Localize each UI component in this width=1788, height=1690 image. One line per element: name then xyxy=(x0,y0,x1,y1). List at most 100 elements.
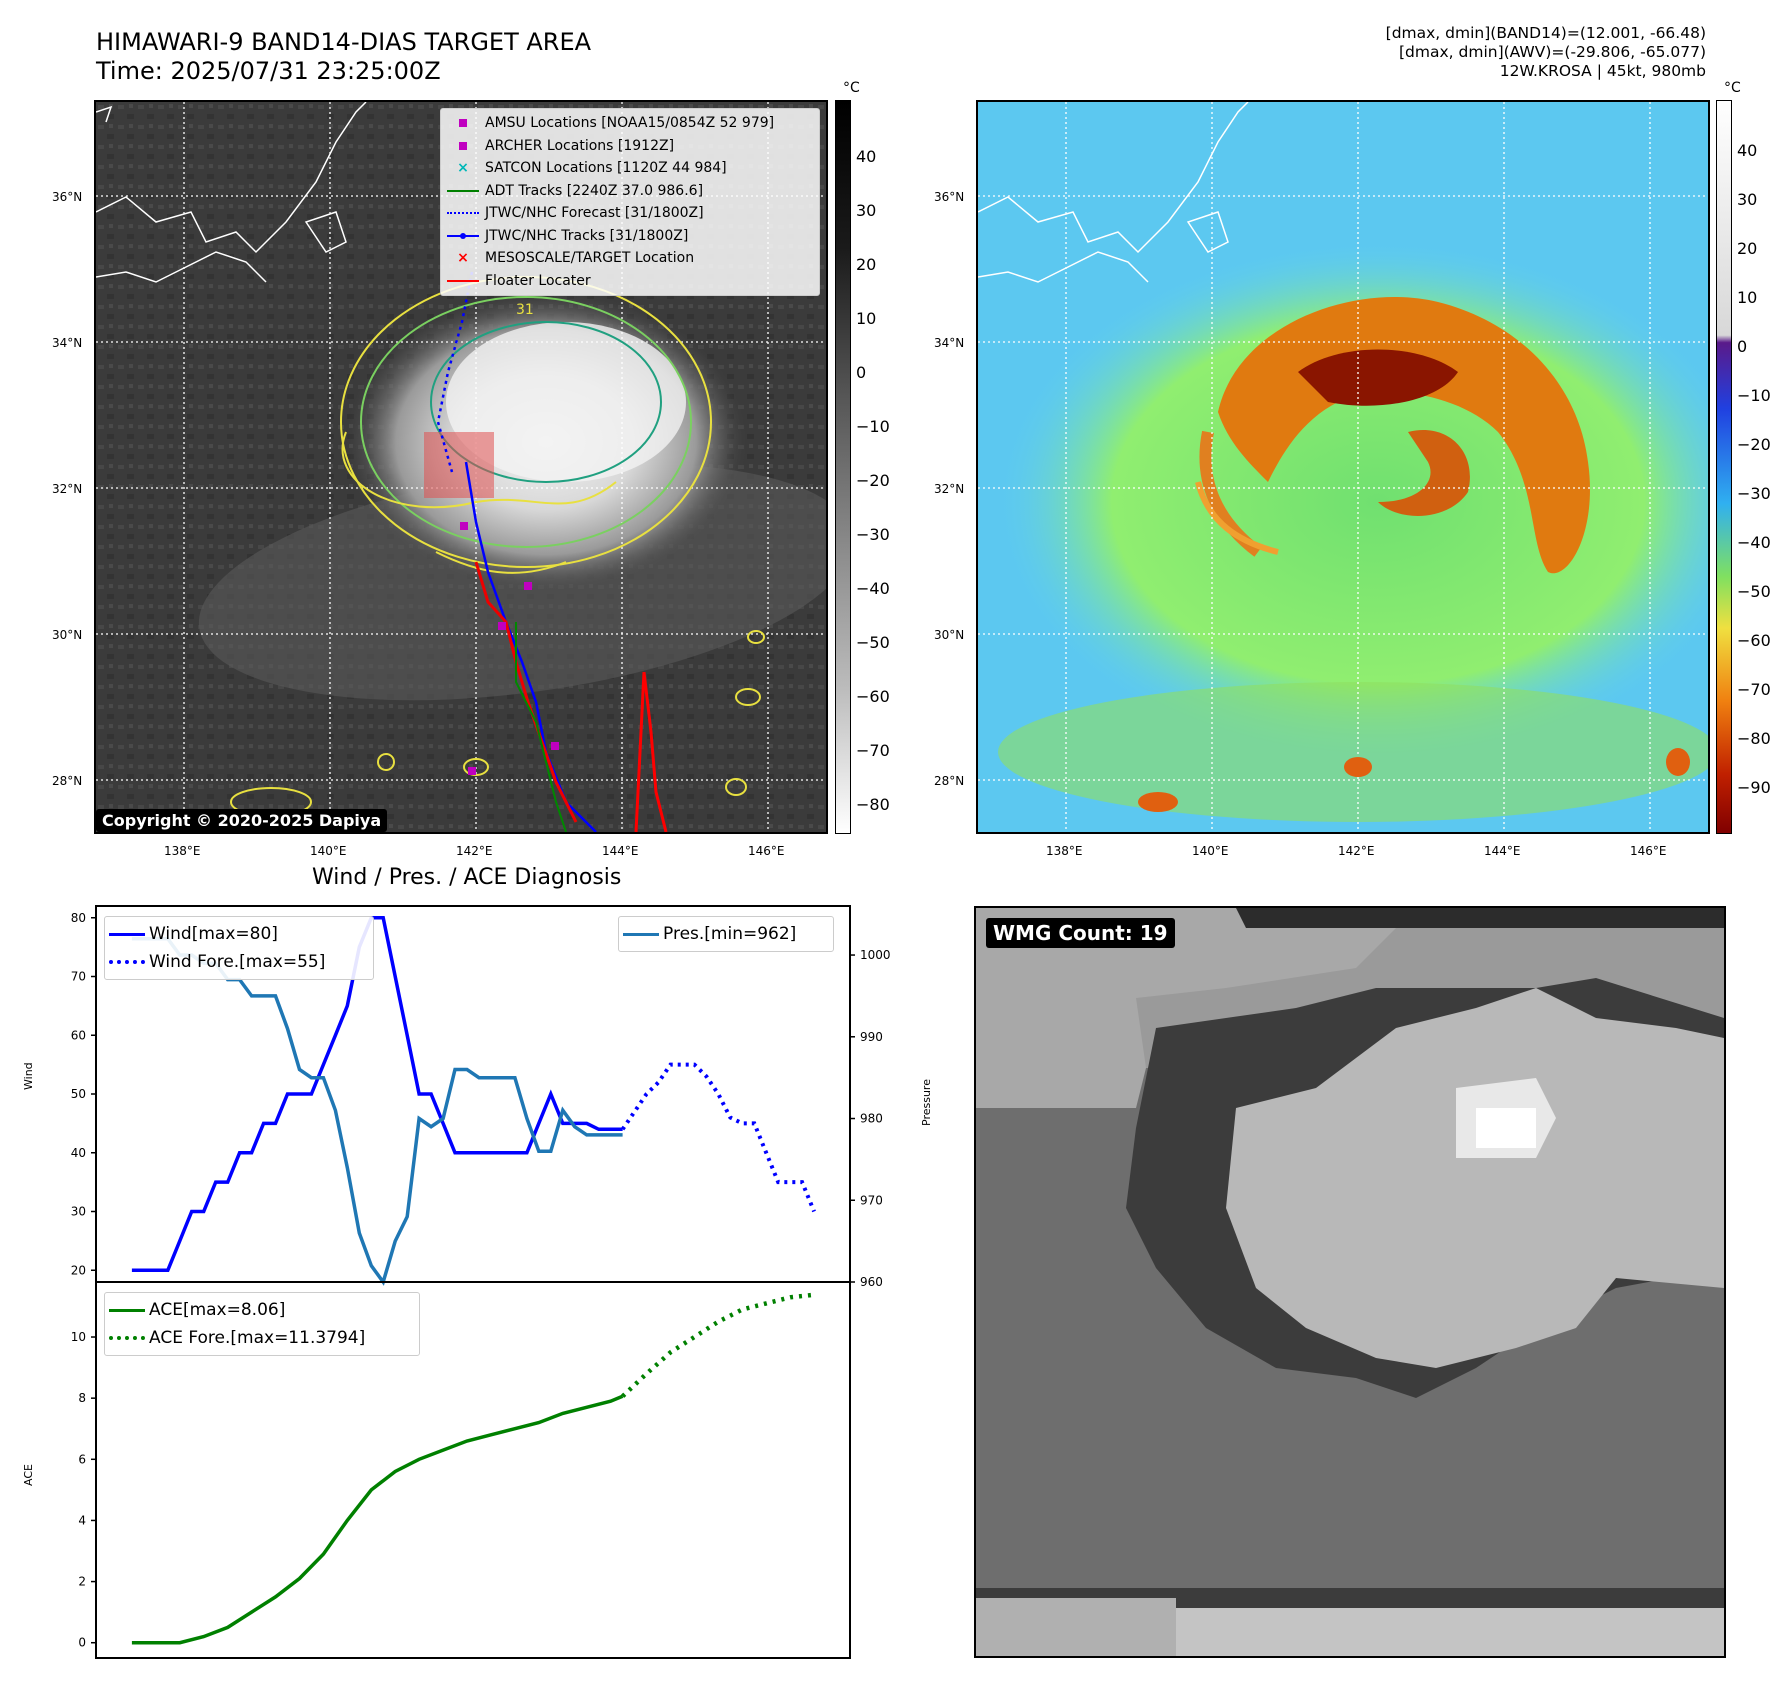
right-colorbar xyxy=(1716,100,1732,834)
red-x-icon: × xyxy=(457,250,469,267)
right-colorbar-tick: −90 xyxy=(1737,778,1771,797)
legend-pressure: Pres.[min=962] xyxy=(619,920,833,948)
lon-label: 144°E xyxy=(602,844,639,858)
left-colorbar-tick: −80 xyxy=(856,795,890,814)
map-legend: AMSU Locations [NOAA15/0854Z 52 979] ARC… xyxy=(440,108,820,296)
green-dotted-line-icon xyxy=(105,1336,149,1340)
ace-tick-label: 10 xyxy=(71,1330,86,1344)
lat-label: 30°N xyxy=(934,628,965,642)
ace-tick-label: 8 xyxy=(78,1391,86,1405)
awv-map xyxy=(976,100,1710,834)
lat-label: 30°N xyxy=(52,628,83,642)
left-colorbar-tick: −20 xyxy=(856,471,890,490)
wind-legend: Wind[max=80] Wind Fore.[max=55] xyxy=(104,916,374,980)
ace-series-line-0 xyxy=(131,1394,624,1645)
ace-tick-label: 2 xyxy=(78,1575,86,1589)
right-colorbar-tick: 20 xyxy=(1737,239,1758,258)
wind-tick-label: 50 xyxy=(71,1087,86,1101)
lat-label: 28°N xyxy=(934,774,965,788)
right-colorbar-tick: 30 xyxy=(1737,190,1758,209)
series-line-1 xyxy=(620,1062,816,1213)
legend-floater: Floater Locater xyxy=(441,270,819,293)
figure-time: Time: 2025/07/31 23:25:00Z xyxy=(96,57,441,85)
lat-label: 34°N xyxy=(52,336,83,350)
right-colorbar-tick: 0 xyxy=(1737,337,1748,356)
legend-adt: ADT Tracks [2240Z 37.0 986.6] xyxy=(441,180,819,203)
ace-legend: ACE[max=8.06] ACE Fore.[max=11.3794] xyxy=(104,1292,420,1356)
red-line-icon xyxy=(441,279,485,282)
steelblue-line-icon xyxy=(619,932,663,936)
blue-line-icon xyxy=(105,932,149,936)
legend-archer: ARCHER Locations [1912Z] xyxy=(441,135,819,158)
series-line-0 xyxy=(131,916,623,1273)
copyright-badge: Copyright © 2020-2025 Dapiya xyxy=(96,809,388,832)
left-colorbar-tick: −30 xyxy=(856,525,890,544)
green-line-icon xyxy=(105,1308,149,1312)
blue-dotted-line-icon xyxy=(105,960,149,964)
ace-axis-label: ACE xyxy=(22,1464,35,1486)
legend-label: JTWC/NHC Forecast [31/1800Z] xyxy=(485,205,704,222)
legend-wind-forecast: Wind Fore.[max=55] xyxy=(105,948,373,976)
figure-title: HIMAWARI-9 BAND14-DIAS TARGET AREA xyxy=(96,28,592,56)
lat-label: 36°N xyxy=(934,190,965,204)
lat-label: 32°N xyxy=(934,482,965,496)
left-colorbar-tick: −50 xyxy=(856,633,890,652)
awv-map-svg xyxy=(978,102,1708,832)
right-colorbar-tick: 40 xyxy=(1737,141,1758,160)
awv-range: [dmax, dmin](AWV)=(-29.806, -65.077) xyxy=(1399,43,1706,61)
contour-label: 31 xyxy=(516,302,534,318)
wmg-count-badge: WMG Count: 19 xyxy=(986,918,1175,948)
legend-target: × MESOSCALE/TARGET Location xyxy=(441,247,819,270)
legend-satcon: × SATCON Locations [1120Z 44 984] xyxy=(441,157,819,180)
right-colorbar-unit: °C xyxy=(1724,80,1741,96)
legend-label: Floater Locater xyxy=(485,272,591,289)
lon-label: 140°E xyxy=(310,844,347,858)
legend-label: Wind Fore.[max=55] xyxy=(149,952,326,972)
left-colorbar-tick: 10 xyxy=(856,309,877,328)
green-line-icon xyxy=(441,189,485,192)
legend-label: SATCON Locations [1120Z 44 984] xyxy=(485,160,727,177)
wmg-svg xyxy=(976,908,1724,1656)
legend-label: ACE Fore.[max=11.3794] xyxy=(149,1328,366,1348)
wind-tick-label: 80 xyxy=(71,911,86,925)
right-colorbar-tick: −10 xyxy=(1737,386,1771,405)
pressure-tick-label: 1000 xyxy=(860,948,891,962)
blue-line-dot-icon xyxy=(441,232,485,240)
left-colorbar-tick: −70 xyxy=(856,741,890,760)
left-colorbar-tick: 30 xyxy=(856,201,877,220)
pressure-tick-label: 990 xyxy=(860,1030,883,1044)
storm-info: 12W.KROSA | 45kt, 980mb xyxy=(1499,62,1706,80)
right-colorbar-tick: −80 xyxy=(1737,729,1771,748)
legend-label: ADT Tracks [2240Z 37.0 986.6] xyxy=(485,182,704,199)
left-colorbar-tick: −60 xyxy=(856,687,890,706)
ace-series-line-1 xyxy=(621,1292,815,1398)
legend-label: AMSU Locations [NOAA15/0854Z 52 979] xyxy=(485,115,775,132)
legend-forecast: JTWC/NHC Forecast [31/1800Z] xyxy=(441,202,819,225)
lon-label: 138°E xyxy=(164,844,201,858)
lon-label: 140°E xyxy=(1192,844,1229,858)
lon-label: 146°E xyxy=(748,844,785,858)
diagnosis-title: Wind / Pres. / ACE Diagnosis xyxy=(312,865,622,890)
lat-label: 32°N xyxy=(52,482,83,496)
pressure-axis-label: Pressure xyxy=(920,1079,933,1126)
legend-label: ARCHER Locations [1912Z] xyxy=(485,137,675,154)
lon-label: 138°E xyxy=(1046,844,1083,858)
lon-label: 146°E xyxy=(1630,844,1667,858)
lat-label: 36°N xyxy=(52,190,83,204)
pressure-tick-label: 960 xyxy=(860,1275,883,1289)
ace-tick-label: 0 xyxy=(78,1636,86,1650)
left-colorbar-unit: °C xyxy=(843,80,860,96)
wind-tick-label: 70 xyxy=(71,970,86,984)
lat-label: 34°N xyxy=(934,336,965,350)
legend-label: JTWC/NHC Tracks [31/1800Z] xyxy=(485,227,689,244)
wind-tick-label: 30 xyxy=(71,1205,86,1219)
series-line-2 xyxy=(131,936,623,1286)
left-colorbar-tick: 20 xyxy=(856,255,877,274)
band14-range: [dmax, dmin](BAND14)=(12.001, -66.48) xyxy=(1385,24,1706,42)
ace-plot: 0 2 4 6 8 10 xyxy=(71,1281,851,1659)
legend-label: MESOSCALE/TARGET Location xyxy=(485,250,695,267)
lon-label: 142°E xyxy=(1338,844,1375,858)
pressure-tick-label: 980 xyxy=(860,1112,883,1126)
cyan-x-icon: × xyxy=(457,160,469,177)
